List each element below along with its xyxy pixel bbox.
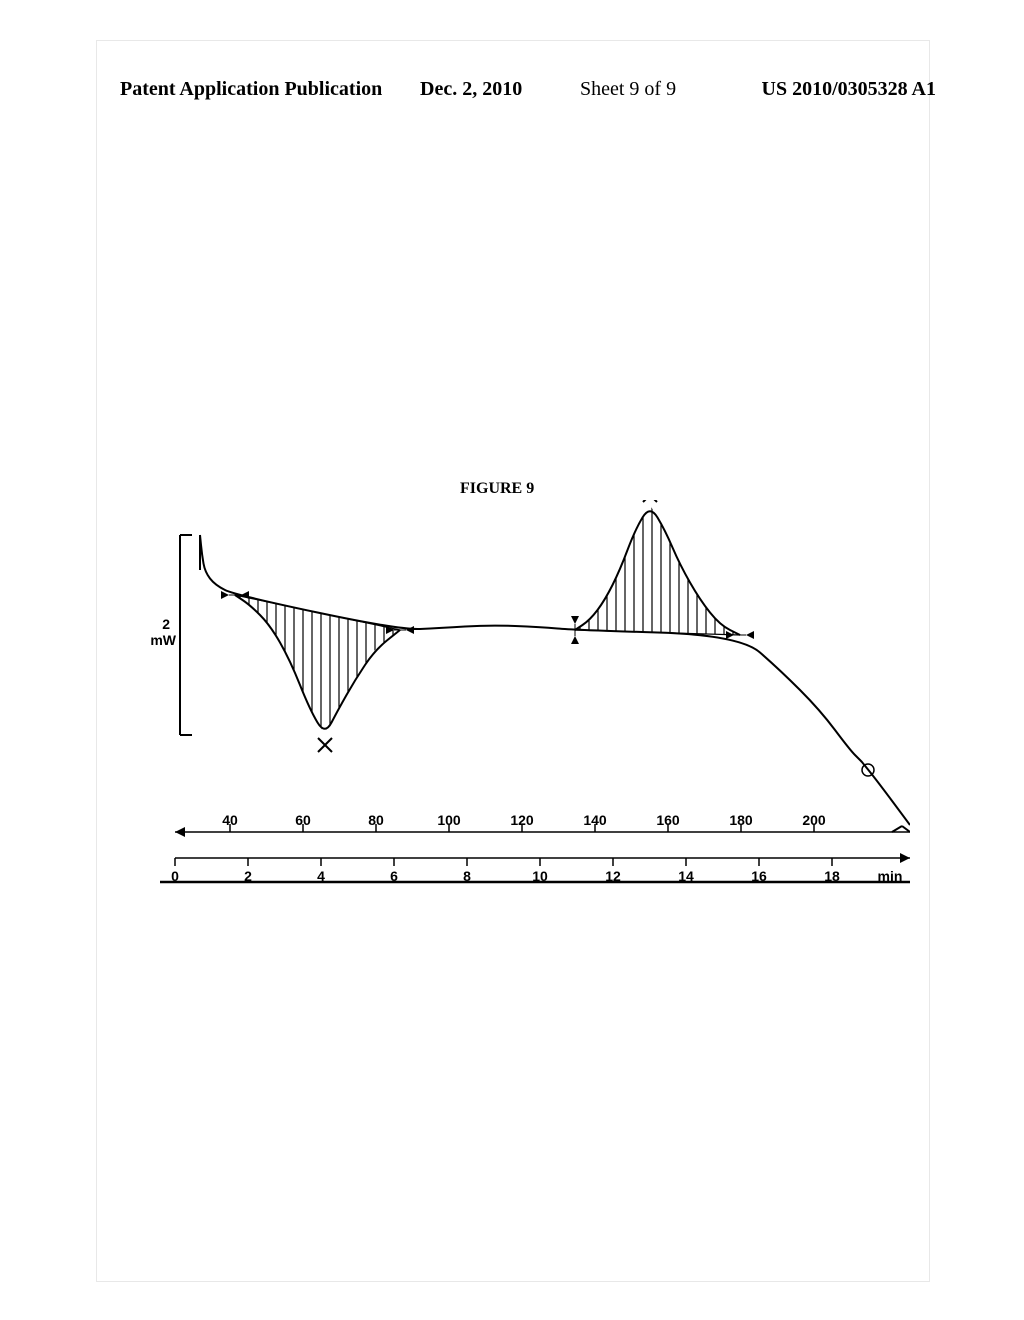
axis-temp-tick: 100 (437, 812, 460, 828)
axis-time-tick: 16 (751, 868, 767, 884)
y-scale-label-value: 2 (150, 616, 170, 632)
axis-temp-tick: 180 (729, 812, 752, 828)
header-pubno: US 2010/0305328 A1 (762, 78, 936, 101)
axis-time-tick: 18 (824, 868, 840, 884)
axis-time-tick: 4 (317, 868, 325, 884)
figure-title: FIGURE 9 (460, 480, 534, 498)
axis-time-tick: 10 (532, 868, 548, 884)
header-publication: Patent Application Publication (120, 78, 382, 101)
axis-temp-tick: 60 (295, 812, 311, 828)
axis-temp-tick: 120 (510, 812, 533, 828)
axis-temp-tick: 160 (656, 812, 679, 828)
axis-temp-tick: 140 (583, 812, 606, 828)
axis-temp-tick: 200 (802, 812, 825, 828)
page: Patent Application Publication Dec. 2, 2… (0, 0, 1024, 1320)
axis-time-tick: 0 (171, 868, 179, 884)
axis-time-tick: 8 (463, 868, 471, 884)
axis-temp-tick: 40 (222, 812, 238, 828)
header-sheet: Sheet 9 of 9 (580, 78, 676, 101)
axis-time-tick: 14 (678, 868, 694, 884)
axis-time-tick: 12 (605, 868, 621, 884)
header-date: Dec. 2, 2010 (420, 78, 522, 101)
axis-bot-unit: min (878, 868, 903, 884)
dsc-chart-svg (120, 500, 910, 930)
dsc-chart: 2 mW min 40 60 80 100 120 140 160 180 200 0 2 4 6 8 10… (120, 500, 910, 930)
y-scale-label-unit: mW (144, 632, 176, 648)
axis-time-tick: 2 (244, 868, 252, 884)
axis-time-tick: 6 (390, 868, 398, 884)
axis-temp-tick: 80 (368, 812, 384, 828)
